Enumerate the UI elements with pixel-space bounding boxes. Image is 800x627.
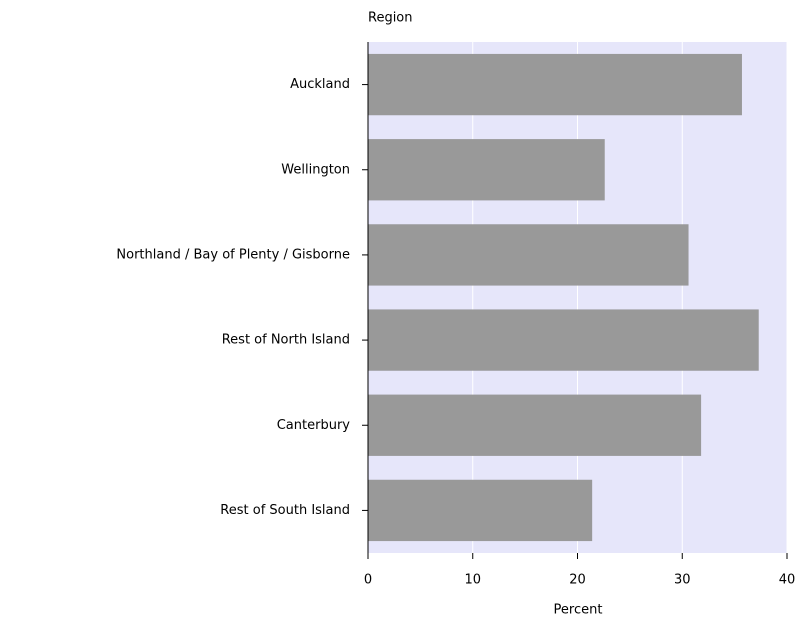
x-tick-label: 0	[364, 573, 372, 588]
bar	[368, 309, 759, 371]
axis-title: Region	[368, 11, 413, 26]
y-tick-label: Rest of North Island	[222, 333, 350, 348]
bar	[368, 394, 702, 456]
bar	[368, 139, 605, 201]
x-tick-label: 10	[464, 573, 481, 588]
y-tick-label: Wellington	[281, 162, 350, 177]
bar	[368, 53, 742, 116]
bar	[368, 479, 593, 542]
axis-title: Percent	[554, 603, 603, 618]
bar	[368, 224, 689, 286]
x-tick-label: 40	[779, 573, 796, 588]
y-tick-label: Northland / Bay of Plenty / Gisborne	[116, 247, 350, 262]
x-tick-label: 20	[569, 573, 586, 588]
y-tick-label: Rest of South Island	[220, 503, 350, 518]
y-tick-label: Canterbury	[277, 418, 351, 433]
x-tick-label: 30	[674, 573, 691, 588]
y-tick-label: Auckland	[290, 77, 350, 92]
